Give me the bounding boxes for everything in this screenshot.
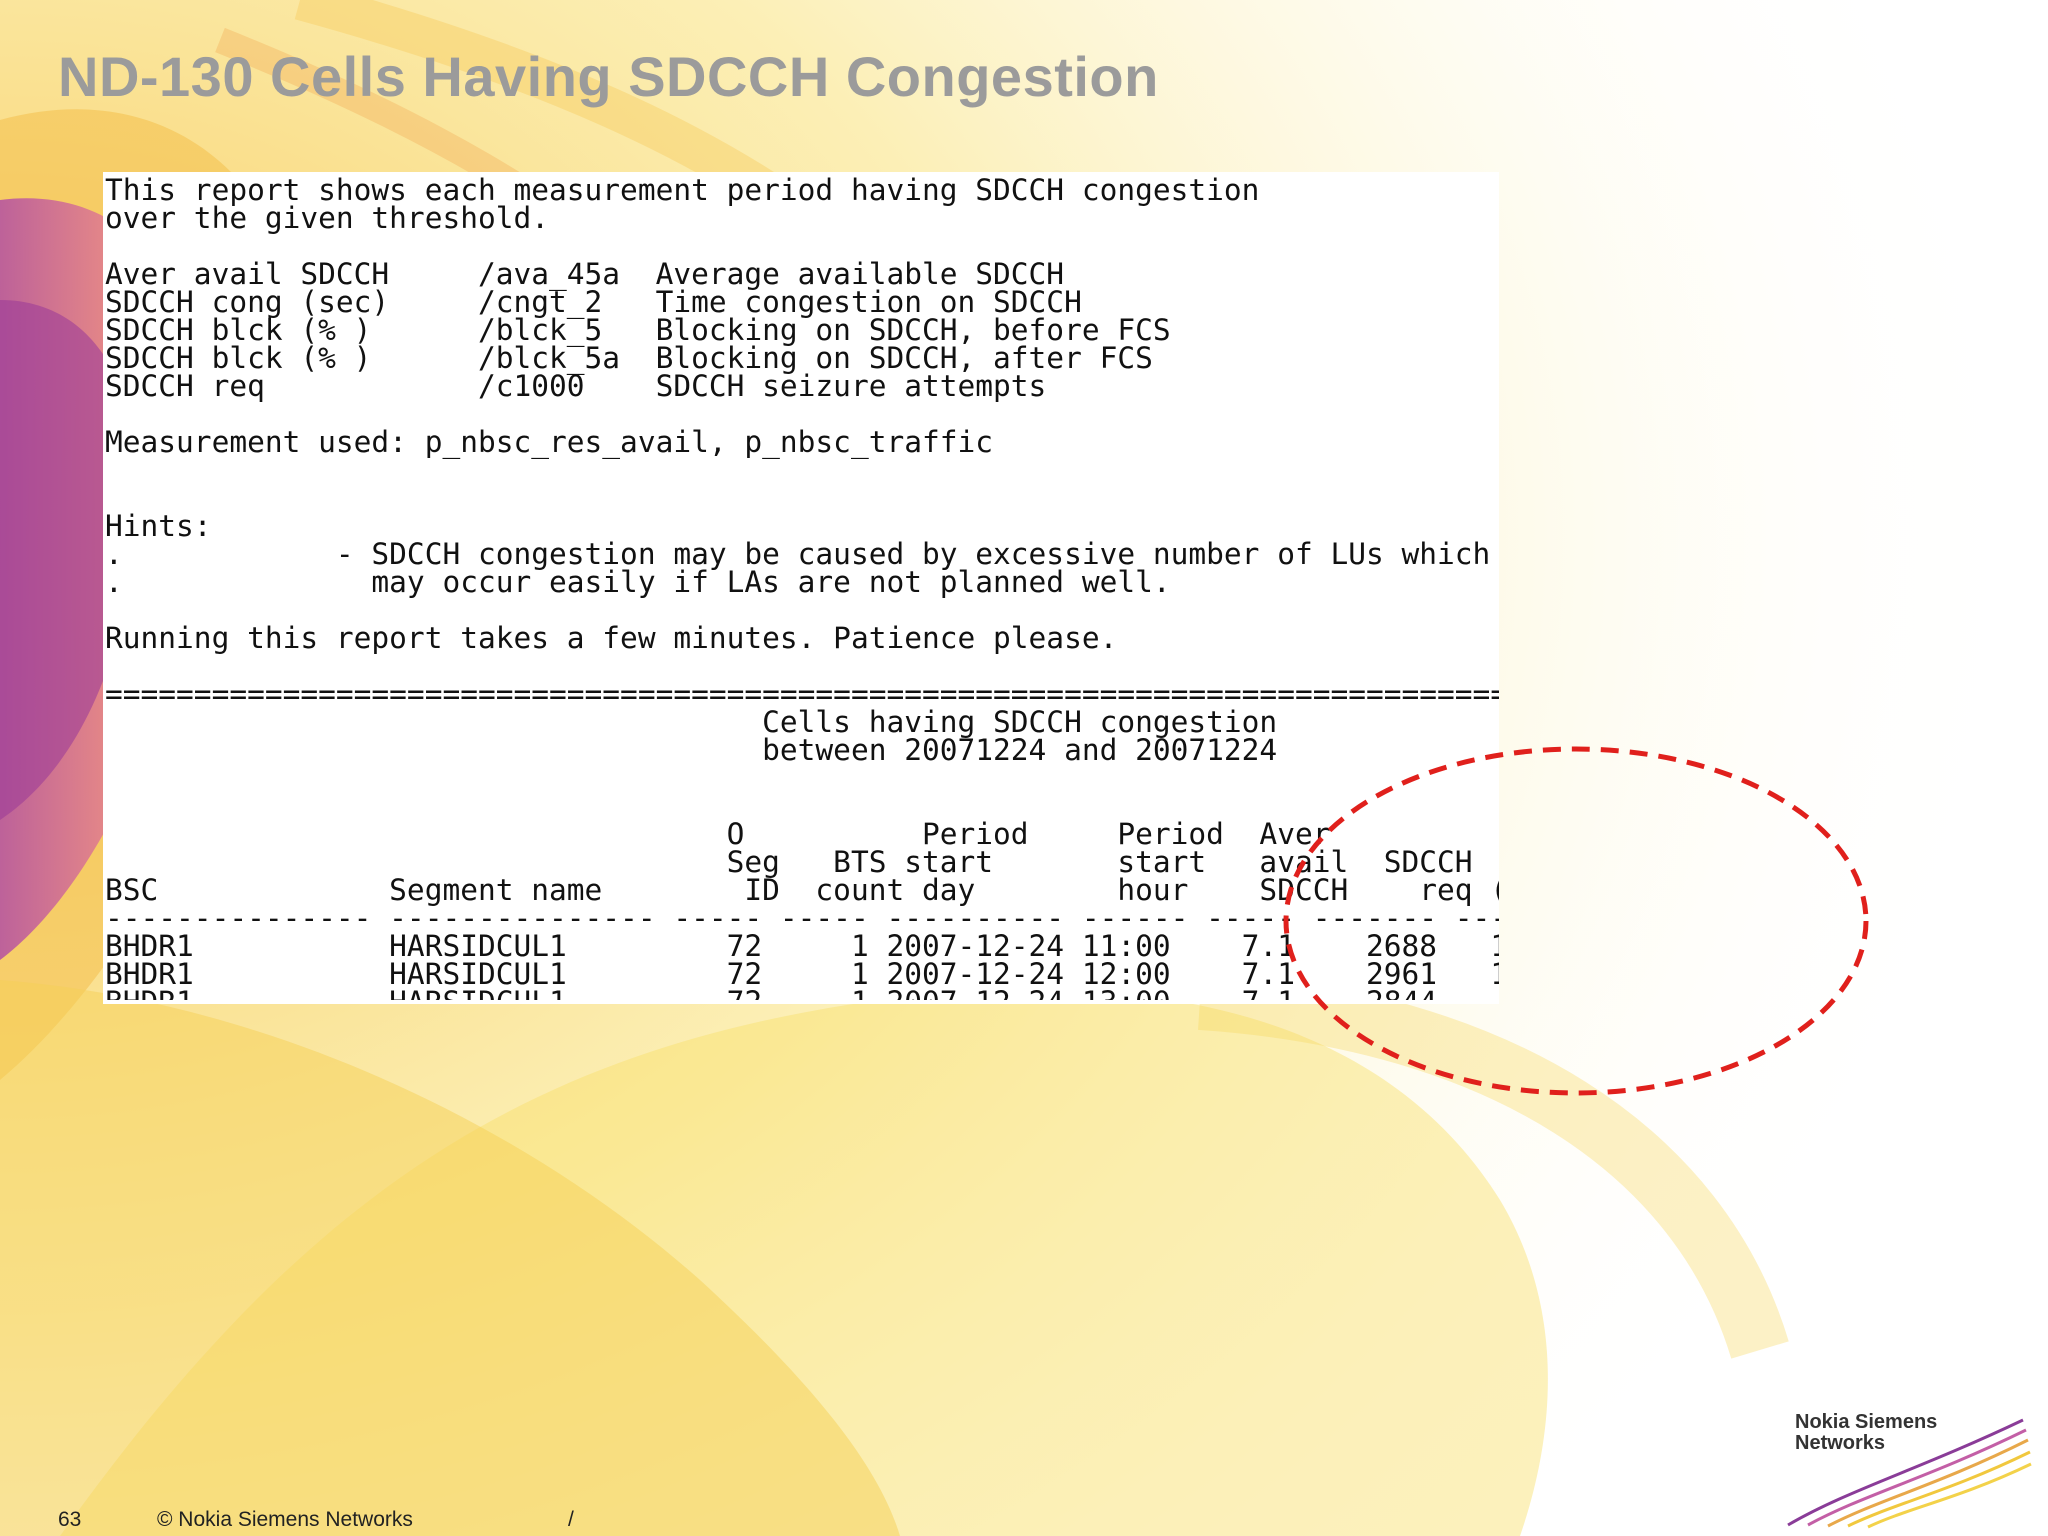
report-subtitle-2: between 20071224 and 20071224 bbox=[105, 733, 1278, 767]
legend-line-4: SDCCH blck (% ) /blck_5a Blocking on SDC… bbox=[105, 341, 1153, 375]
report-panel: This report shows each measurement perio… bbox=[103, 172, 1499, 1004]
table-row: BHDR1 HARSIDCUL1 72 1 2007-12-24 13:00 7… bbox=[105, 988, 1499, 1000]
hints-title: Hints: bbox=[105, 509, 212, 543]
table-header-line-2: O Period Period Aver SDCCH blck(%) blck(… bbox=[726, 817, 1331, 851]
intro-line-2: over the given threshold. bbox=[105, 201, 550, 235]
table-row: BHDR1 HARSIDCUL1 72 1 2007-12-24 12:00 7… bbox=[105, 957, 1499, 991]
highlight-ellipse bbox=[1283, 746, 1869, 1096]
legend-line-5: SDCCH req /c1000 SDCCH seizure attempts bbox=[105, 369, 1047, 403]
report-subtitle-1: Cells having SDCCH congestion bbox=[105, 705, 1278, 739]
legend-line-2: SDCCH cong (sec) /cngt_2 Time congestion… bbox=[105, 285, 1082, 319]
legend-line-3: SDCCH blck (% ) /blck_5 Blocking on SDCC… bbox=[105, 313, 1171, 347]
running-note: Running this report takes a few minutes.… bbox=[105, 621, 1118, 655]
page-number: 63 bbox=[58, 1508, 82, 1531]
measurement-line: Measurement used: p_nbsc_res_avail, p_nb… bbox=[105, 425, 994, 459]
separator-line: ========================================… bbox=[105, 677, 1499, 711]
legend-line-1: Aver avail SDCCH /ava_45a Average availa… bbox=[105, 257, 1065, 291]
table-header-line-3: Seg BTS start start avail SDCCH cong ***… bbox=[726, 845, 1473, 879]
hints-line-2: . may occur easily if LAs are not planne… bbox=[105, 565, 1171, 599]
intro-line-1: This report shows each measurement perio… bbox=[105, 173, 1260, 207]
copyright-text: © Nokia Siemens Networks bbox=[157, 1508, 413, 1531]
table-row: BHDR1 HARSIDCUL1 72 1 2007-12-24 11:00 7… bbox=[105, 929, 1499, 963]
logo-line-2: Networks bbox=[1795, 1432, 1886, 1454]
slide-title: ND-130 Cells Having SDCCH Congestion bbox=[58, 45, 1159, 108]
logo-line-1: Nokia Siemens bbox=[1795, 1411, 1938, 1433]
table-header-line-4: BSC Segment name ID count day hour SDCCH… bbox=[105, 873, 1499, 907]
company-logo-text: Nokia Siemens Networks bbox=[1795, 1412, 1937, 1454]
footer-slash: / bbox=[568, 1508, 574, 1531]
table-row-cutoff: BHDR1 HARSIDCUL1 72 1 2007-12-24 13:00 7… bbox=[105, 988, 1499, 1000]
hints-line-1: . - SDCCH congestion may be caused by ex… bbox=[105, 537, 1491, 571]
nokia-siemens-logo-icon bbox=[1787, 1418, 2032, 1529]
table-header-rule: --------------- --------------- ----- --… bbox=[105, 901, 1499, 935]
